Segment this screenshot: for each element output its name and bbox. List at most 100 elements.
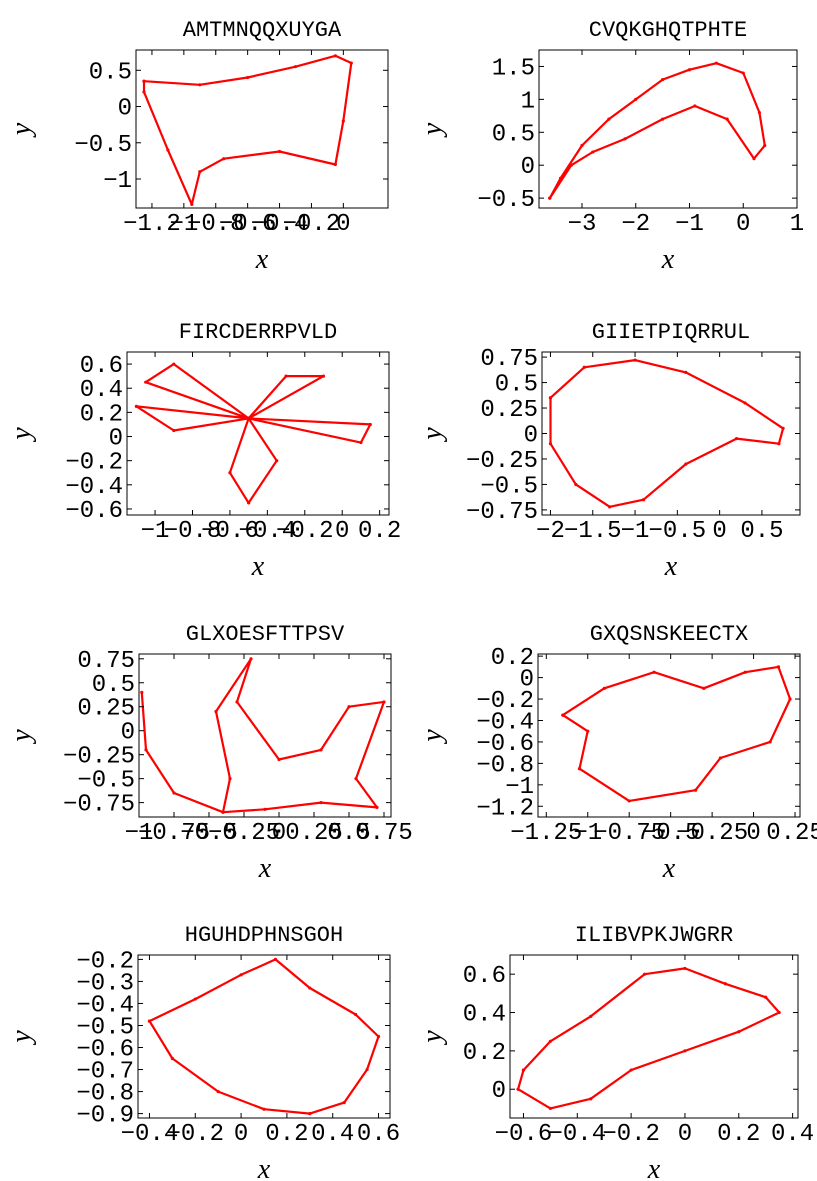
data-point xyxy=(142,90,146,94)
y-tick-label: 0.5 xyxy=(492,121,535,148)
data-point xyxy=(147,1019,152,1023)
x-tick-label: −1 xyxy=(675,211,704,238)
y-tick-label: −0.2 xyxy=(76,948,134,975)
data-point xyxy=(586,729,590,733)
y-tick-label: −1 xyxy=(505,774,534,801)
data-point xyxy=(757,110,761,115)
x-tick-label: −0.6 xyxy=(201,518,259,545)
plot-frame xyxy=(126,351,390,516)
data-point xyxy=(382,700,386,704)
x-tick-label: 0 xyxy=(272,820,286,847)
data-point xyxy=(591,150,595,154)
y-tick-label: −0.5 xyxy=(480,473,538,500)
y-tick-label: −0.6 xyxy=(65,498,123,525)
data-point xyxy=(368,422,372,427)
data-point xyxy=(737,1030,741,1034)
x-tick-label: −0.2 xyxy=(166,1121,224,1148)
x-tick-label: −0.2 xyxy=(602,1121,660,1148)
x-tick-label: 0 xyxy=(746,820,760,847)
data-point xyxy=(788,697,792,701)
x-tick-label: −0.5 xyxy=(649,518,707,545)
x-tick-label: −0.5 xyxy=(642,820,700,847)
data-point xyxy=(684,462,688,466)
data-point xyxy=(354,777,358,781)
data-point xyxy=(134,404,138,408)
chart-panel-4: GIIETPIQRRUL−2 −1.5 −1 −0.5 0 0.50.750.50.250… xyxy=(417,320,801,582)
x-tick-label: 0 xyxy=(234,1121,248,1148)
data-point xyxy=(349,61,353,65)
data-point xyxy=(284,374,288,378)
data-point xyxy=(743,401,747,405)
data-point xyxy=(548,396,553,400)
data-point xyxy=(342,1100,346,1105)
data-point xyxy=(341,119,345,123)
data-point xyxy=(277,149,282,154)
data-point xyxy=(633,358,637,362)
y-tick-label: 0.2 xyxy=(80,401,123,428)
x-tick-label: 0.5 xyxy=(327,820,370,847)
data-point xyxy=(359,440,363,445)
x-tick-label: 0.25 xyxy=(766,820,817,847)
plot-frame xyxy=(137,954,391,1119)
x-axis-label: x xyxy=(257,1154,271,1181)
data-point xyxy=(222,157,226,161)
x-axis-label: x xyxy=(662,853,676,884)
data-point xyxy=(376,1034,381,1039)
data-point xyxy=(273,957,278,962)
y-axis-label: y xyxy=(417,122,448,138)
data-point xyxy=(198,83,202,87)
data-point xyxy=(683,966,687,971)
x-tick-label: −2 xyxy=(536,518,565,545)
data-point xyxy=(781,426,785,431)
plot-frame xyxy=(538,49,798,209)
x-tick-label: −0.5 xyxy=(180,820,238,847)
data-point xyxy=(172,791,176,795)
y-axis-label: y xyxy=(417,729,448,745)
chart-panel-2: CVQKGHQTPHTE −3 −2 −1 0 1 1.5 1 0.5 0 −0.5 x y xyxy=(417,18,804,275)
data-point xyxy=(776,665,781,669)
data-point xyxy=(333,162,337,167)
data-point xyxy=(321,374,326,378)
x-tick-label: −1 xyxy=(169,211,198,238)
data-point xyxy=(166,148,170,152)
y-tick-label: −0.6 xyxy=(76,1037,134,1064)
attractor-trace xyxy=(140,657,386,814)
x-tick-label: 0.25 xyxy=(285,820,343,847)
y-tick-label: −1 xyxy=(103,168,132,195)
y-tick-label: −0.75 xyxy=(63,792,135,819)
data-point xyxy=(235,700,239,704)
data-point xyxy=(239,973,243,977)
data-point xyxy=(589,1014,593,1018)
y-tick-label: 1 xyxy=(521,88,535,115)
x-tick-label: −0.25 xyxy=(676,820,748,847)
data-point xyxy=(193,997,197,1001)
x-tick-label: −0.25 xyxy=(208,820,280,847)
x-tick-label: 1 xyxy=(790,211,804,238)
y-tick-label: 0.25 xyxy=(480,397,538,424)
data-point xyxy=(347,705,351,709)
y-tick-label: −0.9 xyxy=(76,1103,134,1130)
y-tick-label: −0.6 xyxy=(476,731,534,758)
data-point xyxy=(627,799,631,803)
x-tick-label: 0 xyxy=(678,1121,692,1148)
data-point xyxy=(684,370,688,374)
x-axis-label: x xyxy=(258,853,272,884)
y-tick-label: −0.7 xyxy=(76,1059,134,1086)
data-point xyxy=(516,1087,520,1091)
data-point xyxy=(608,505,612,509)
y-tick-label: 0.25 xyxy=(77,696,135,723)
data-point xyxy=(190,202,194,206)
y-tick-label: −0.4 xyxy=(476,709,534,736)
data-point xyxy=(574,482,578,487)
x-tick-label: −0.75 xyxy=(138,820,210,847)
x-tick-label: 0.4 xyxy=(771,1121,814,1148)
x-axis-label: x xyxy=(647,1154,661,1181)
x-tick-label: −0.4 xyxy=(251,211,309,238)
attractor-trace xyxy=(148,958,380,1115)
x-tick-label: −2 xyxy=(621,211,650,238)
data-point xyxy=(308,986,312,990)
data-point xyxy=(693,104,697,108)
chart-title: CVQKGHQTPHTE xyxy=(589,18,747,43)
data-point xyxy=(308,1111,312,1116)
data-point xyxy=(247,416,251,421)
